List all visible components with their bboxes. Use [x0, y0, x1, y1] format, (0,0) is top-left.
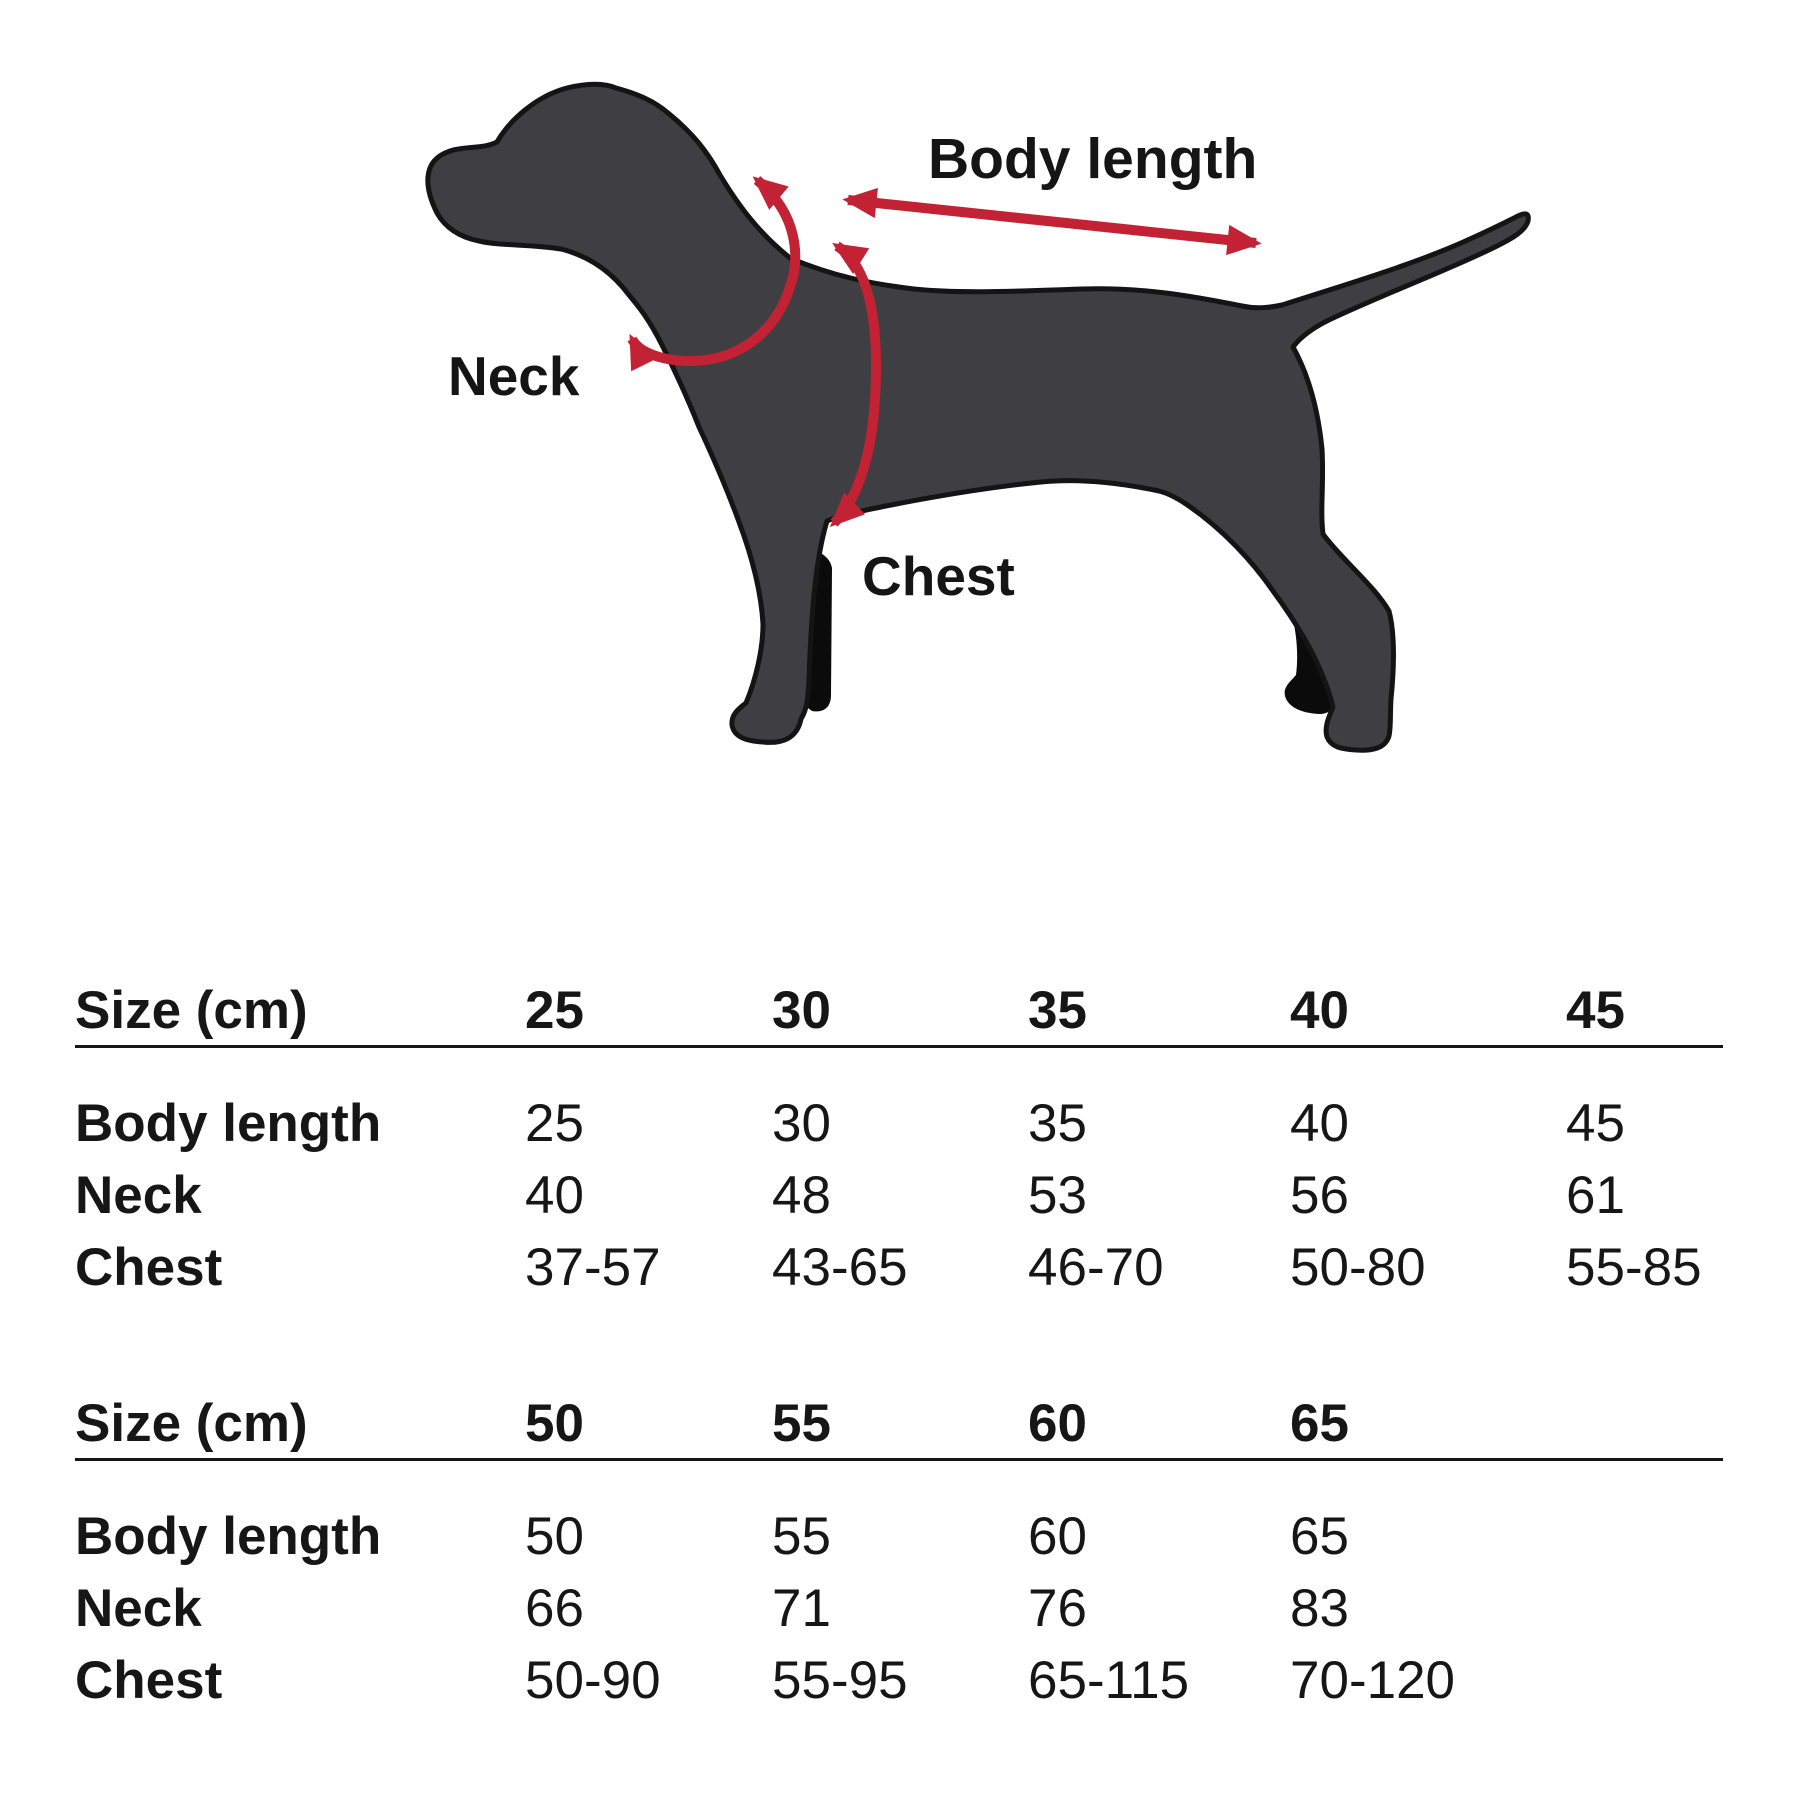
row-label: Neck	[75, 1579, 202, 1638]
size-header-value: 60	[1028, 1394, 1087, 1453]
value-cell: 46-70	[1028, 1238, 1164, 1297]
value-cell: 56	[1290, 1166, 1349, 1225]
value-cell: 60	[1028, 1507, 1087, 1566]
size-table-large-sizes: Size (cm) 50 55 60 65 Body length 50 55 …	[75, 1394, 1723, 1717]
value-cell: 76	[1028, 1579, 1087, 1638]
table-header-row: Size (cm) 25 30 35 40 45	[75, 981, 1723, 1048]
table-row-body-length: Body length 50 55 60 65	[75, 1501, 1723, 1573]
table-row-chest: Chest 50-90 55-95 65-115 70-120	[75, 1645, 1723, 1717]
value-cell: 25	[525, 1094, 584, 1153]
value-cell: 45	[1566, 1094, 1625, 1153]
size-header-value: 55	[772, 1394, 831, 1453]
size-header-value: 45	[1566, 981, 1625, 1040]
value-cell: 55	[772, 1507, 831, 1566]
table-body: Body length 25 30 35 40 45 Neck 40 48 53…	[75, 1088, 1723, 1304]
table-header-row: Size (cm) 50 55 60 65	[75, 1394, 1723, 1461]
dog-silhouette-graphic	[425, 81, 1531, 753]
chest-measure-arrow	[829, 241, 881, 527]
value-cell: 37-57	[525, 1238, 661, 1297]
size-header-label: Size (cm)	[75, 981, 308, 1040]
size-table-small-sizes: Size (cm) 25 30 35 40 45 Body length 25 …	[75, 981, 1723, 1304]
row-label: Chest	[75, 1238, 223, 1297]
row-label: Body length	[75, 1507, 382, 1566]
value-cell: 66	[525, 1579, 584, 1638]
body-length-label: Body length	[928, 127, 1258, 191]
value-cell: 65	[1290, 1507, 1349, 1566]
table-row-chest: Chest 37-57 43-65 46-70 50-80 55-85	[75, 1232, 1723, 1304]
body-length-measure-arrow	[842, 187, 1262, 256]
table-row-neck: Neck 66 71 76 83	[75, 1573, 1723, 1645]
size-header-label: Size (cm)	[75, 1394, 308, 1453]
table-body: Body length 50 55 60 65 Neck 66 71 76 83…	[75, 1501, 1723, 1717]
value-cell: 35	[1028, 1094, 1087, 1153]
size-header-value: 30	[772, 981, 831, 1040]
value-cell: 50	[525, 1507, 584, 1566]
value-cell: 70-120	[1290, 1651, 1456, 1710]
size-header-value: 40	[1290, 981, 1349, 1040]
neck-measure-arrow	[627, 176, 801, 372]
size-header-value: 65	[1290, 1394, 1349, 1453]
value-cell: 40	[525, 1166, 584, 1225]
row-label: Chest	[75, 1651, 223, 1710]
size-header-value: 35	[1028, 981, 1087, 1040]
chest-label: Chest	[862, 545, 1015, 607]
size-header-value: 50	[525, 1394, 584, 1453]
table-row-body-length: Body length 25 30 35 40 45	[75, 1088, 1723, 1160]
value-cell: 48	[772, 1166, 831, 1225]
value-cell: 65-115	[1028, 1651, 1190, 1710]
value-cell: 55-95	[772, 1651, 908, 1710]
value-cell: 50-80	[1290, 1238, 1426, 1297]
value-cell: 50-90	[525, 1651, 661, 1710]
value-cell: 30	[772, 1094, 831, 1153]
dog-measurement-diagram: Body length Neck Chest	[0, 0, 1800, 830]
value-cell: 55-85	[1566, 1238, 1702, 1297]
value-cell: 71	[772, 1579, 831, 1638]
size-header-value: 25	[525, 981, 584, 1040]
row-label: Neck	[75, 1166, 202, 1225]
value-cell: 83	[1290, 1579, 1349, 1638]
row-label: Body length	[75, 1094, 382, 1153]
value-cell: 61	[1566, 1166, 1625, 1225]
table-row-neck: Neck 40 48 53 56 61	[75, 1160, 1723, 1232]
neck-label: Neck	[448, 345, 580, 407]
value-cell: 43-65	[772, 1238, 908, 1297]
value-cell: 40	[1290, 1094, 1349, 1153]
value-cell: 53	[1028, 1166, 1087, 1225]
